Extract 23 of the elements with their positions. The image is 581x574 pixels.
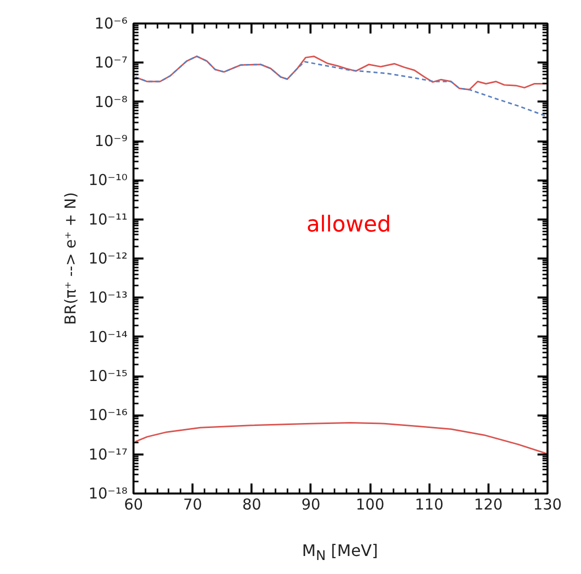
x-tick-label: 90	[301, 496, 320, 514]
x-tick-label: 110	[414, 496, 444, 514]
y-tick-label: 10⁻⁷	[94, 54, 128, 72]
y-axis-title: BR(π⁺ --> e⁺ + N)	[61, 192, 80, 325]
y-tick-label: 10⁻¹⁴	[88, 328, 128, 346]
y-tick-label: 10⁻¹⁶	[88, 406, 128, 424]
y-tick-label: 10⁻¹³	[88, 288, 128, 307]
y-tick-label: 10⁻¹²	[88, 250, 128, 268]
x-tick-label: 130	[533, 496, 562, 514]
x-tick-label: 120	[474, 496, 503, 514]
y-tick-label: 10⁻¹⁰	[88, 171, 128, 190]
x-tick-label: 80	[242, 496, 262, 514]
x-axis-title: M$_{N}$ [MeV]	[302, 540, 378, 566]
y-tick-label: 10⁻¹¹	[88, 210, 128, 228]
y-tick-label: 10⁻⁶	[94, 14, 128, 32]
y-tick-label: 10⁻¹⁷	[88, 445, 128, 464]
annotation: allowed	[306, 212, 392, 238]
y-tick-label: 10⁻⁸	[94, 92, 128, 111]
x-tick-label: 100	[356, 496, 384, 514]
x-tick-label: 70	[183, 496, 202, 514]
y-tick-label: 10⁻⁹	[94, 132, 128, 150]
x-tick-label: 60	[124, 496, 144, 514]
y-tick-label: 10⁻¹⁵	[88, 367, 128, 385]
